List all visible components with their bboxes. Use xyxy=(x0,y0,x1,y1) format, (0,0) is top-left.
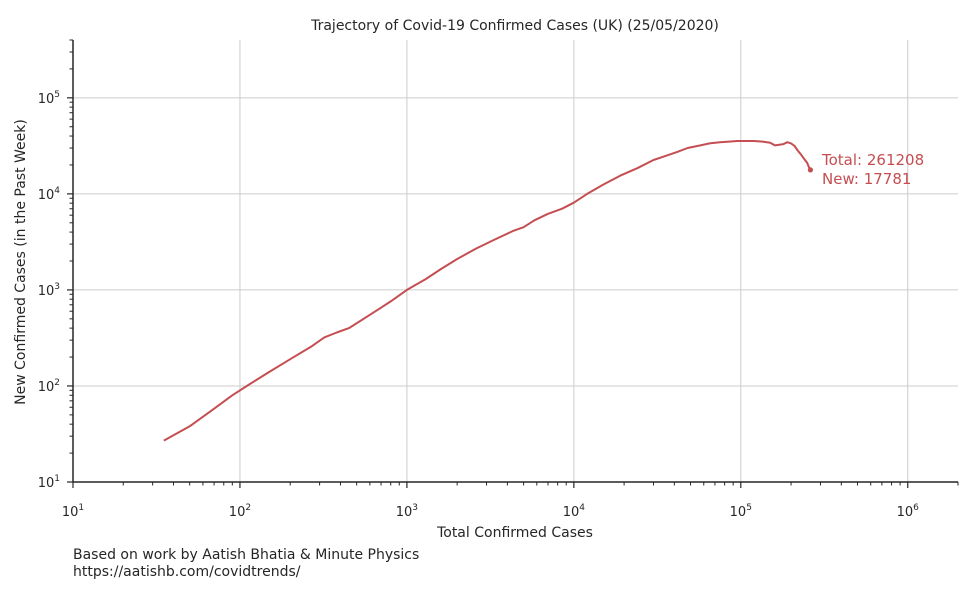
axes xyxy=(72,40,958,483)
x-tick-label: 102 xyxy=(229,503,251,520)
x-tick-label: 104 xyxy=(563,503,586,520)
series-group xyxy=(163,140,814,442)
chart-title: Trajectory of Covid-19 Confirmed Cases (… xyxy=(310,18,719,34)
x-tick-label: 106 xyxy=(897,503,920,520)
x-tick-label: 103 xyxy=(396,503,418,520)
credit-line-1: Based on work by Aatish Bhatia & Minute … xyxy=(73,547,420,563)
y-tick-label: 105 xyxy=(38,90,60,107)
x-axis-label: Total Confirmed Cases xyxy=(436,525,593,541)
series-line xyxy=(163,140,812,442)
annotation-new: New: 17781 xyxy=(822,170,911,188)
x-tick-label: 101 xyxy=(62,503,84,520)
y-tick-label: 103 xyxy=(38,282,60,299)
credit-line-2: https://aatishb.com/covidtrends/ xyxy=(73,564,301,580)
y-tick-label: 101 xyxy=(38,474,60,491)
x-tick-label: 105 xyxy=(730,503,752,520)
minor-ticks xyxy=(69,39,959,486)
y-tick-label: 102 xyxy=(38,378,60,395)
y-tick-label: 104 xyxy=(38,186,61,203)
y-tick-labels: 101 102 103 104 105 xyxy=(38,90,73,491)
y-axis-label: New Confirmed Cases (in the Past Week) xyxy=(13,119,29,405)
annotation-total: Total: 261208 xyxy=(821,151,924,169)
grid-lines xyxy=(73,40,958,482)
credit-text: Based on work by Aatish Bhatia & Minute … xyxy=(73,547,419,581)
x-tick-labels: 101 102 103 104 105 106 xyxy=(62,482,919,520)
endpoint-marker xyxy=(807,167,814,173)
